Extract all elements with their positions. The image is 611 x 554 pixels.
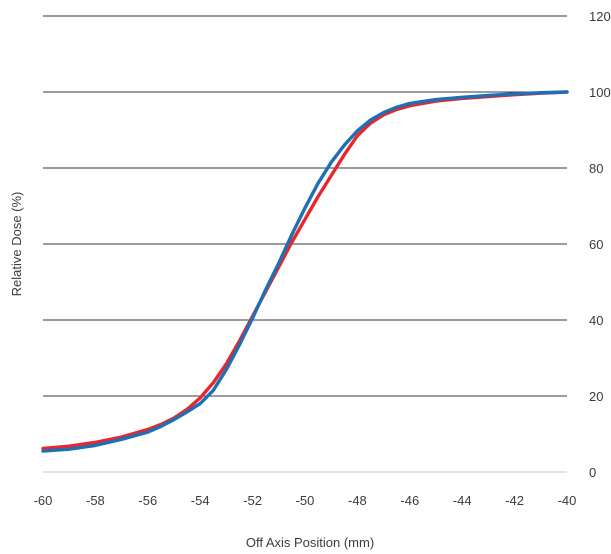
y-tick-label: 100 <box>589 85 611 100</box>
series-line-1 <box>41 90 569 451</box>
y-axis-title: Relative Dose (%) <box>9 192 24 297</box>
gridlines <box>43 15 567 473</box>
y-tick-label: 120 <box>589 9 611 24</box>
y-tick-label: 80 <box>589 161 603 176</box>
x-tick-label: -50 <box>296 493 315 508</box>
x-tick-label: -46 <box>400 493 419 508</box>
x-axis-title: Off Axis Position (mm) <box>246 535 374 550</box>
y-tick-label: 40 <box>589 313 603 328</box>
series-line-2 <box>41 90 569 453</box>
x-tick-label: -44 <box>453 493 472 508</box>
x-tick-label: -40 <box>558 493 577 508</box>
x-tick-label: -52 <box>243 493 262 508</box>
x-tick-label: -54 <box>191 493 210 508</box>
x-tick-label: -48 <box>348 493 367 508</box>
y-tick-label: 20 <box>589 389 603 404</box>
y-tick-label: 0 <box>589 465 596 480</box>
x-tick-label: -60 <box>34 493 53 508</box>
series-lines <box>41 90 569 453</box>
x-axis-ticks: -60 -58 -56 -54 -52 -50 -48 -46 -44 -42 -40 <box>34 493 577 508</box>
y-tick-label: 60 <box>589 237 603 252</box>
y-axis-ticks: 0 20 40 60 80 100 120 <box>589 9 611 480</box>
x-tick-label: -42 <box>505 493 524 508</box>
x-tick-label: -58 <box>86 493 105 508</box>
x-tick-label: -56 <box>138 493 157 508</box>
